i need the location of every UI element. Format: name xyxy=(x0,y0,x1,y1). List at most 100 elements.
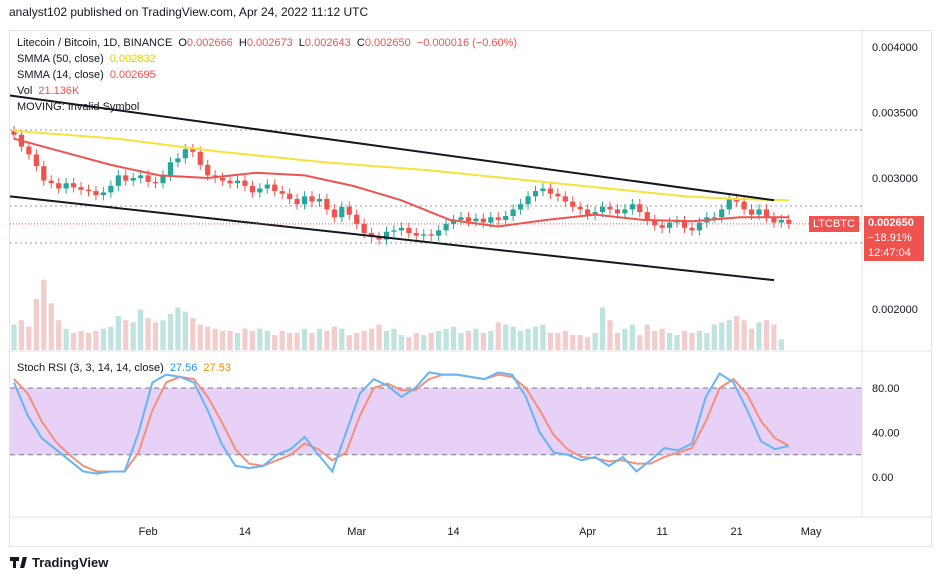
volume-bar xyxy=(272,335,278,350)
price-tick-label: 0.003000 xyxy=(872,173,918,185)
candle-body xyxy=(786,219,792,224)
volume-bar xyxy=(33,299,39,350)
candle-body xyxy=(41,166,47,181)
price-tag-countdown: 12:47:04 xyxy=(864,246,924,261)
candle-body xyxy=(480,218,486,223)
candle-body xyxy=(570,201,576,207)
volume-bar xyxy=(398,335,404,350)
candle-body xyxy=(778,219,784,223)
candle-body xyxy=(272,184,278,192)
candle-body xyxy=(443,223,449,231)
volume-bar xyxy=(138,309,144,350)
legend-moving: MOVING: Invalid Symbol xyxy=(17,100,142,114)
moving-label: MOVING: Invalid Symbol xyxy=(17,101,140,113)
candle-body xyxy=(547,188,553,194)
candle-body xyxy=(108,185,114,193)
candle-body xyxy=(197,151,203,165)
volume-bar xyxy=(734,316,740,350)
price-tick-label: 0.004000 xyxy=(872,42,918,54)
channel-lower-line xyxy=(9,195,775,282)
vol-value: 21.136K xyxy=(38,85,80,97)
candle-body xyxy=(398,227,404,231)
volume-bar xyxy=(309,333,315,350)
candle-body xyxy=(726,198,732,210)
stoch-d-value: 27.53 xyxy=(203,362,231,374)
volume-bar xyxy=(525,328,531,350)
volume-bar xyxy=(56,320,62,350)
candle-body xyxy=(719,209,725,218)
candle-body xyxy=(763,209,770,218)
volume-bar xyxy=(48,303,54,350)
volume-bar xyxy=(696,330,702,350)
volume-bar xyxy=(614,333,621,350)
candle-body xyxy=(175,158,181,163)
stoch-band xyxy=(10,388,862,455)
smma14-label: SMMA (14, close) xyxy=(17,69,104,81)
smma14-line xyxy=(13,137,789,228)
volume-bar xyxy=(659,328,665,350)
candle-body xyxy=(473,218,479,222)
tradingview-logo[interactable]: TradingView xyxy=(10,555,108,570)
volume-bar xyxy=(391,328,397,350)
candle-body xyxy=(152,181,159,184)
volume-bar xyxy=(383,330,390,350)
price-tag-change: −18.91% xyxy=(864,231,924,246)
time-tick-label: 21 xyxy=(731,526,743,538)
candle-body xyxy=(205,164,211,176)
candle-body xyxy=(361,223,367,234)
volume-bar xyxy=(599,307,606,350)
candle-body xyxy=(689,227,695,231)
volume-bar xyxy=(220,330,226,350)
close-label: C xyxy=(356,37,365,49)
volume-bar xyxy=(115,316,121,350)
candle-body xyxy=(309,196,315,202)
time-tick-label: 14 xyxy=(447,526,459,538)
volume-bar xyxy=(726,320,732,350)
volume-bar xyxy=(346,335,352,350)
volume-bar xyxy=(234,333,241,350)
stoch-k-line xyxy=(13,371,790,475)
volume-bar xyxy=(711,324,717,350)
volume-bar xyxy=(704,333,710,350)
candle-body xyxy=(421,234,427,236)
volume-bar xyxy=(473,328,479,350)
volume-bar xyxy=(771,324,777,350)
legend-smma50: SMMA (50, close) 0.002832 xyxy=(17,52,159,66)
volume-bar xyxy=(763,320,770,350)
candle-body xyxy=(525,196,531,205)
candle-body xyxy=(734,198,740,202)
volume-bar xyxy=(443,328,449,350)
volume-bar xyxy=(518,330,524,350)
volume-bar xyxy=(26,326,32,350)
candle-body xyxy=(190,149,196,152)
volume-bar xyxy=(637,335,643,350)
volume-bar xyxy=(249,330,255,350)
candle-body xyxy=(406,227,412,234)
candle-body xyxy=(56,183,62,189)
volume-bar xyxy=(667,333,673,350)
volume-bar xyxy=(108,326,114,350)
open-value: 0.002666 xyxy=(186,37,233,49)
volume-bar xyxy=(756,322,762,350)
candle-body xyxy=(696,222,702,231)
candle-body xyxy=(249,185,255,193)
candle-body xyxy=(48,180,54,184)
candle-body xyxy=(771,217,777,223)
candle-body xyxy=(488,217,494,223)
candle-body xyxy=(652,219,658,226)
candle-body xyxy=(100,192,106,196)
volume-bar xyxy=(532,326,539,350)
candle-body xyxy=(711,217,717,219)
candle-body xyxy=(369,233,375,237)
candle-body xyxy=(428,234,434,236)
candle-body xyxy=(510,209,516,216)
close-value: 0.002650 xyxy=(364,37,411,49)
volume-bar xyxy=(123,320,129,350)
volume-bar xyxy=(681,330,688,350)
candle-body xyxy=(592,212,598,215)
price-tick-label: 0.003500 xyxy=(872,108,918,120)
volume-bar xyxy=(369,328,375,350)
volume-bar xyxy=(644,324,650,350)
volume-bar xyxy=(450,326,457,350)
